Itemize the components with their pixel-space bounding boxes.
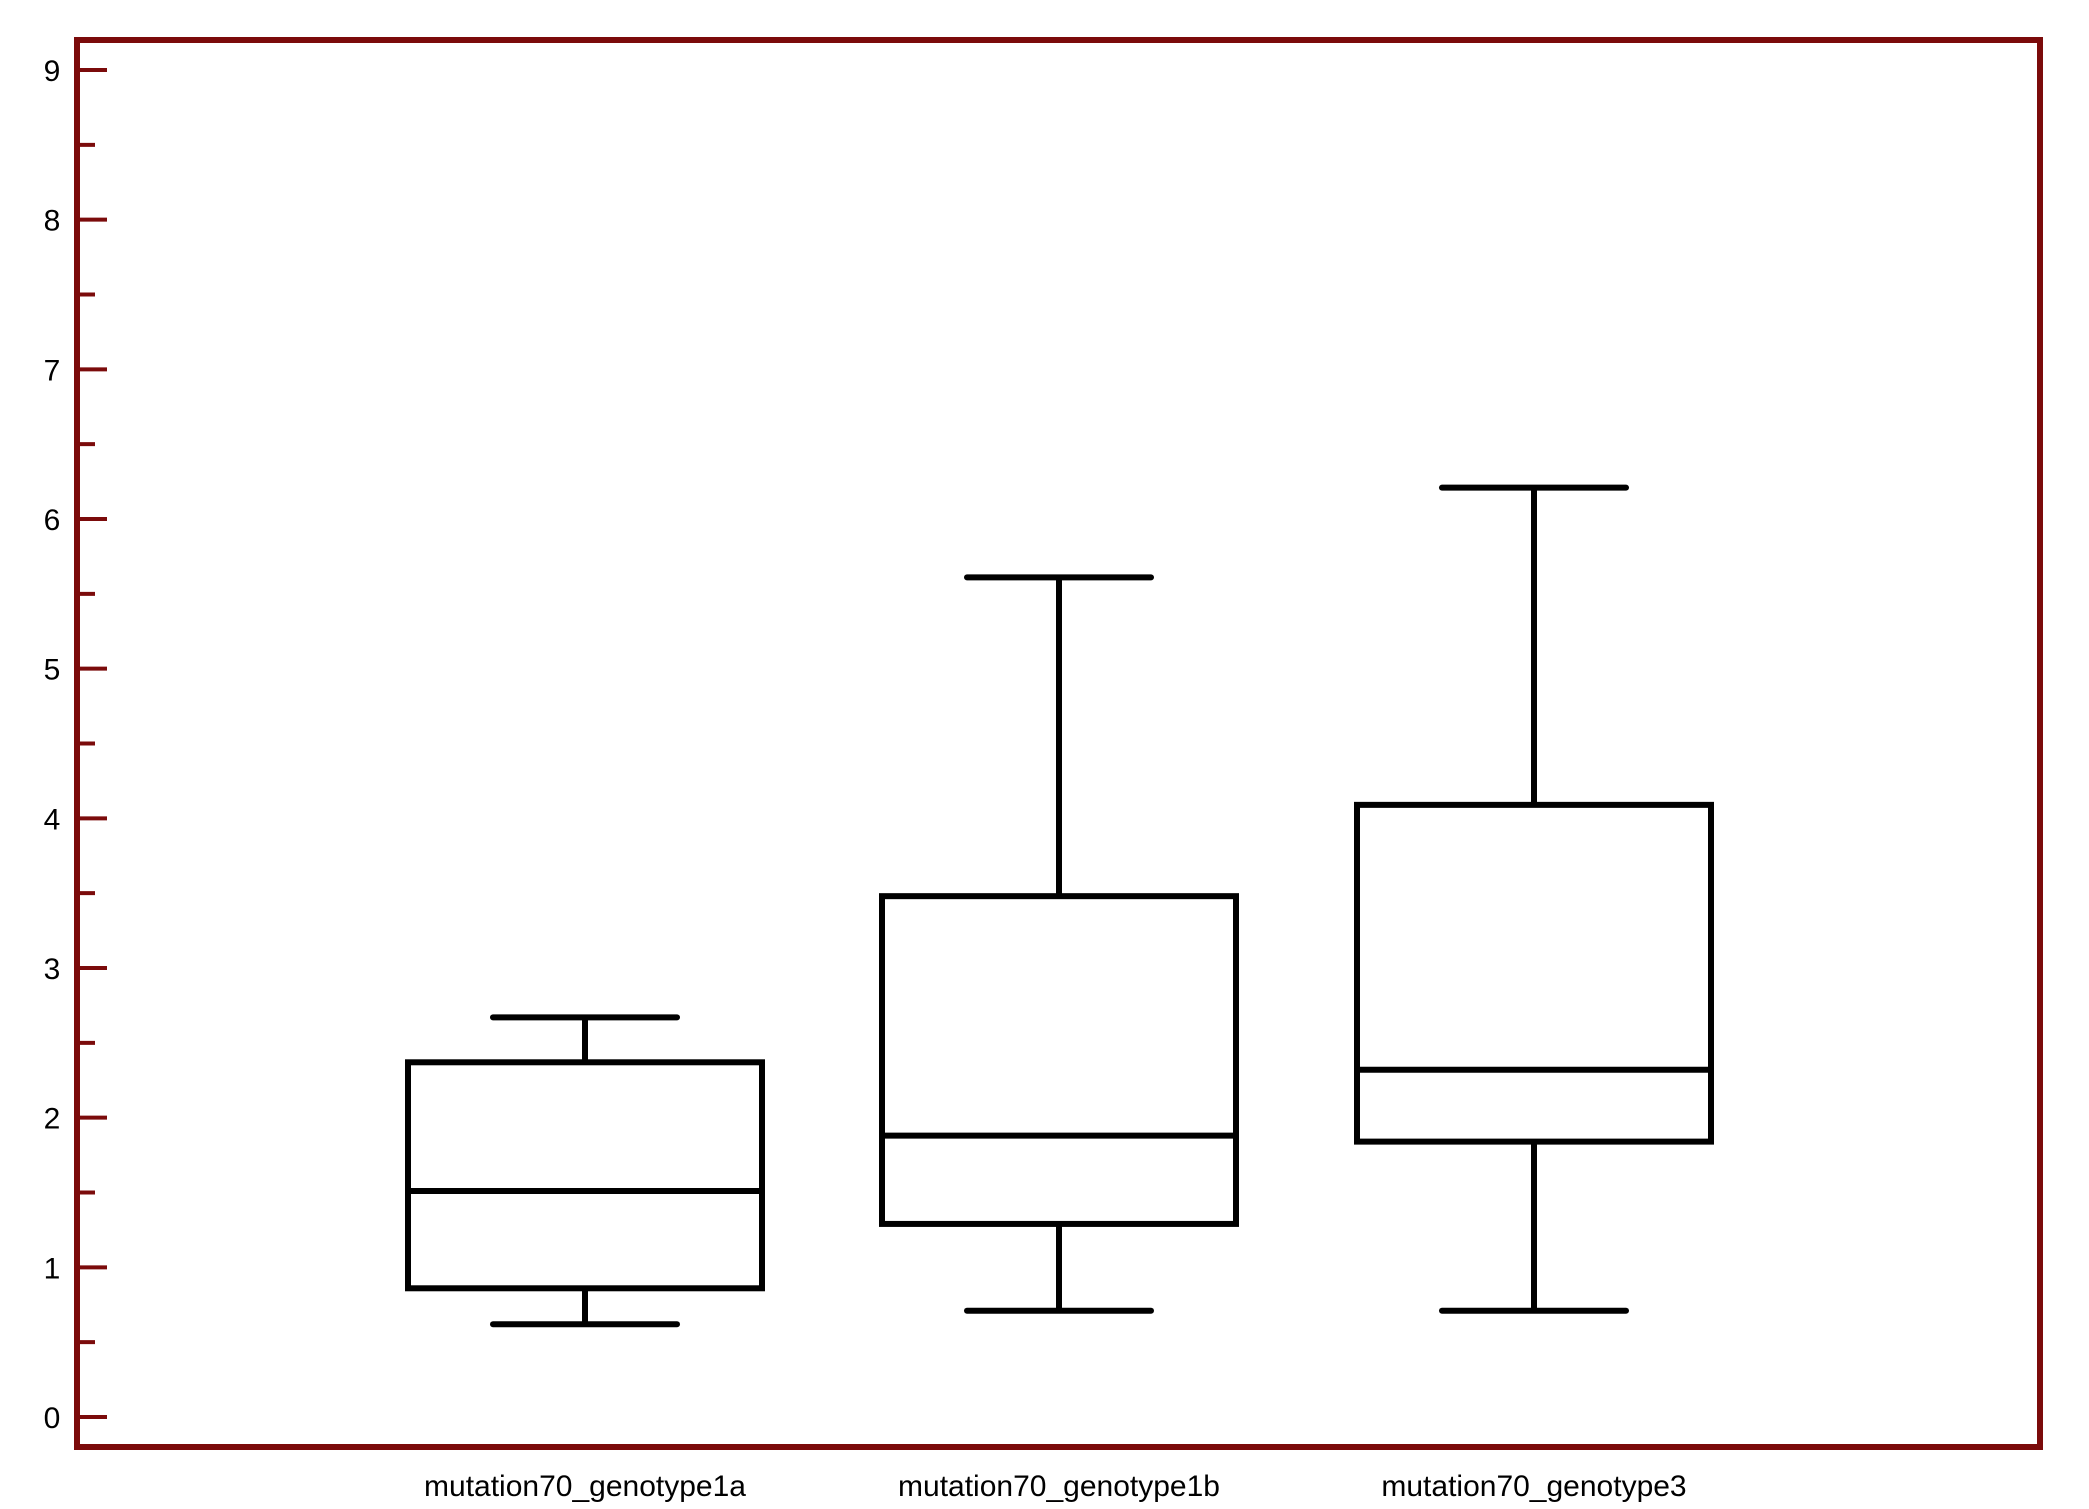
- y-tick-label: 1: [44, 1252, 61, 1285]
- x-tick-label: mutation70_genotype1a: [424, 1470, 746, 1503]
- x-axis: mutation70_genotype1a mutation70_genotype…: [424, 1470, 1687, 1503]
- box-iqr: [1354, 801, 1714, 1145]
- box-mutation70_genotype3: [1354, 484, 1714, 1314]
- y-axis: 0 1 2 3 4 5 6 7 8 9: [44, 55, 107, 1435]
- y-tick-label: 4: [44, 803, 61, 836]
- y-tick-label: 9: [44, 55, 61, 88]
- box-iqr: [879, 893, 1239, 1227]
- y-tick-label: 5: [44, 654, 61, 687]
- y-tick-label: 0: [44, 1402, 61, 1435]
- x-tick-label: mutation70_genotype1b: [898, 1470, 1220, 1503]
- box-iqr: [405, 1059, 765, 1292]
- y-tick-label: 8: [44, 205, 61, 238]
- x-tick-label: mutation70_genotype3: [1381, 1470, 1686, 1503]
- y-tick-label: 6: [44, 504, 61, 537]
- box-mutation70_genotype1b: [879, 574, 1239, 1314]
- box-mutation70_genotype1a: [405, 1014, 765, 1328]
- y-tick-label: 7: [44, 354, 61, 387]
- y-tick-label: 3: [44, 953, 61, 986]
- box-series: [405, 484, 1714, 1328]
- y-tick-label: 2: [44, 1103, 61, 1136]
